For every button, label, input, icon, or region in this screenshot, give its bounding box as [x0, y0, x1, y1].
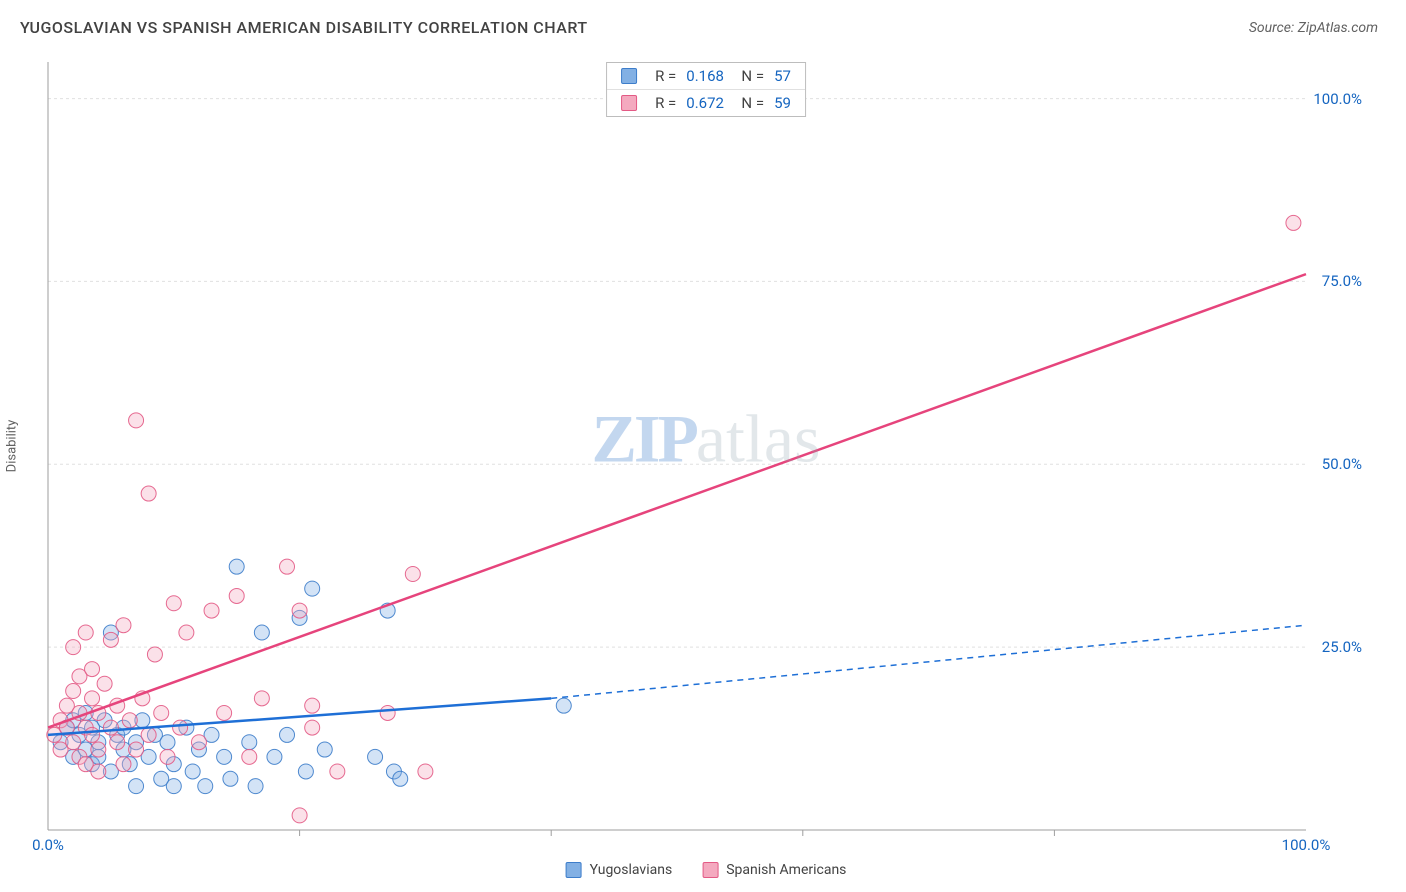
y-tick-label: 50.0% — [1318, 455, 1366, 473]
y-tick-label: 25.0% — [1318, 638, 1366, 656]
swatch-series-0 — [621, 68, 637, 84]
n-value-0: 57 — [774, 67, 791, 85]
legend-label-1: Spanish Americans — [726, 862, 846, 878]
correlation-legend: R = 0.168 N = 57 R = 0.672 N = 59 — [606, 62, 806, 117]
corr-row-1: R = 0.672 N = 59 — [607, 89, 805, 116]
scatter-plot-svg — [46, 60, 1366, 850]
n-value-1: 59 — [774, 94, 791, 112]
x-axis-legend: Yugoslavians Spanish Americans — [566, 862, 847, 878]
x-tick-label: 100.0% — [1282, 836, 1331, 854]
y-axis-label: Disability — [5, 420, 20, 473]
r-label: R = — [655, 67, 676, 85]
title-bar: YUGOSLAVIAN VS SPANISH AMERICAN DISABILI… — [0, 0, 1406, 49]
n-label: N = — [734, 94, 764, 112]
r-value-0: 0.168 — [686, 67, 724, 85]
legend-label-0: Yugoslavians — [590, 862, 673, 878]
legend-item-1: Spanish Americans — [702, 862, 846, 878]
r-value-1: 0.672 — [686, 94, 724, 112]
swatch-series-1 — [621, 95, 637, 111]
r-label: R = — [655, 94, 676, 112]
y-tick-label: 75.0% — [1318, 272, 1366, 290]
chart-title: YUGOSLAVIAN VS SPANISH AMERICAN DISABILI… — [20, 18, 588, 37]
source-label: Source: ZipAtlas.com — [1249, 20, 1378, 36]
x-tick-label: 0.0% — [32, 836, 64, 854]
legend-swatch-0 — [566, 862, 582, 878]
chart-area: ZIPatlas R = 0.168 N = 57 R = 0.672 N = … — [46, 60, 1366, 850]
y-tick-label: 100.0% — [1309, 90, 1366, 108]
legend-swatch-1 — [702, 862, 718, 878]
legend-item-0: Yugoslavians — [566, 862, 673, 878]
n-label: N = — [734, 67, 764, 85]
corr-row-0: R = 0.168 N = 57 — [607, 63, 805, 89]
